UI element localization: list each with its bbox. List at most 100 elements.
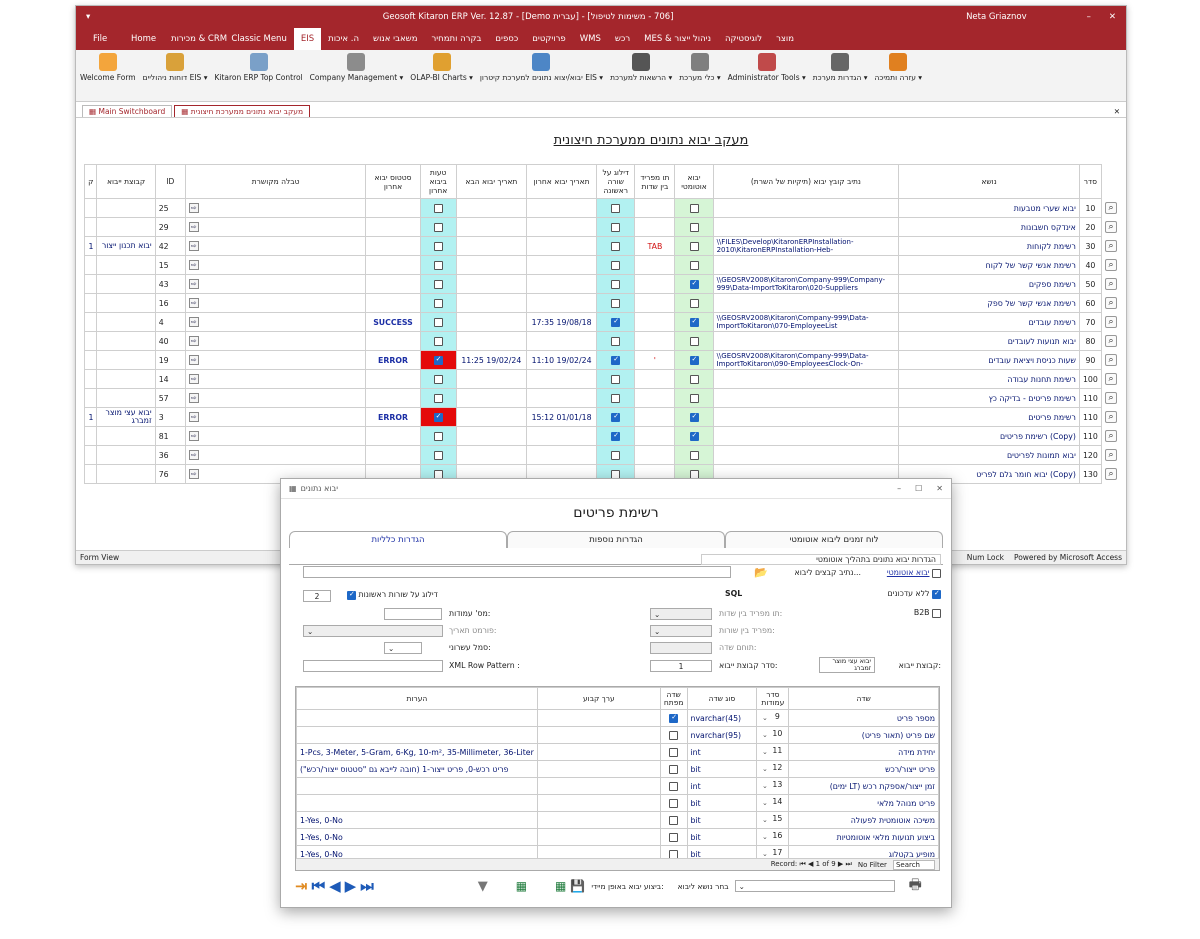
menu-eis[interactable]: EIS [293,28,322,50]
field-cell[interactable]: מספר פריט [788,709,939,727]
menu-logistics[interactable]: לוגיסטיקה [724,34,763,44]
order-cell[interactable]: 13 ⌄ [756,777,790,795]
auto-cell[interactable] [674,426,714,446]
list-item[interactable]: יחידת מידה 11 ⌄ int 1-Pcs, 3-Meter, 5-Gram, … [296,743,939,761]
minimize-icon[interactable]: – [1086,12,1091,22]
search-icon[interactable]: ⌕ [1105,335,1117,347]
table-row[interactable]: ⌕ 110 רשימת פריטים - בדיקה כץ ⇨ 57 [83,388,1121,408]
key-checkbox[interactable] [669,815,679,825]
auto-cell[interactable] [674,407,714,427]
auto-checkbox[interactable] [689,412,699,422]
folder-icon[interactable]: 📂 [754,566,768,579]
table-row[interactable]: ⌕ 30 רשימת לקוחות \\FILES\Develop\KitaronER… [83,236,1121,256]
skip-cell[interactable] [596,255,636,275]
menu-quality[interactable]: ה. איכות [328,34,360,44]
list-item[interactable]: זמן ייצור/אספקת רכש (LT ימים) 13 ⌄ int [296,777,939,795]
field-cell[interactable]: שם פריט (תאור פריט) [788,726,939,744]
err-cell[interactable] [419,445,457,465]
ribbon-button-2[interactable]: Kitaron ERP Top Control [212,53,304,83]
open-table-icon[interactable]: ⇨ [188,298,199,308]
err-cell[interactable] [419,426,457,446]
field-cell[interactable]: ביצוע תנועות מלאי אוטומטיות [788,828,939,846]
key-checkbox[interactable] [669,713,679,723]
group-order-input[interactable]: 1 [650,660,712,672]
const-cell[interactable] [536,743,661,761]
ribbon-button-8[interactable]: Administrator Tools ▾ [726,53,808,83]
auto-checkbox[interactable] [689,241,699,251]
key-cell[interactable] [659,811,688,829]
skip-checkbox[interactable] [611,260,621,270]
ribbon-button-9[interactable]: הגדרות מערכת ▾ [811,53,870,83]
err-checkbox[interactable] [433,450,443,460]
search-icon[interactable]: ⌕ [1105,316,1117,328]
skip-checkbox[interactable] [611,317,621,327]
auto-cell[interactable] [674,217,714,237]
skip-checkbox[interactable] [611,241,621,251]
auto-checkbox[interactable] [689,279,699,289]
table-row[interactable]: ⌕ 120 יבוא תמונות לפריטים ⇨ 36 [83,445,1121,465]
auto-checkbox[interactable] [689,317,699,327]
err-checkbox[interactable] [433,374,443,384]
table-row[interactable]: ⌕ 40 רשימת אנשי קשר של לקוח ⇨ 15 [83,255,1121,275]
field-cell[interactable]: משיכה אוטומטית לפעולה [788,811,939,829]
err-checkbox[interactable] [433,355,443,365]
skip-cell[interactable] [596,445,636,465]
open-table-icon[interactable]: ⇨ [188,336,199,346]
auto-cell[interactable] [674,293,714,313]
last-record-icon[interactable]: ⏭ [360,877,374,895]
key-cell[interactable] [659,794,688,812]
const-cell[interactable] [536,828,661,846]
open-table-icon[interactable]: ⇨ [188,412,199,422]
err-checkbox[interactable] [433,336,443,346]
search-icon[interactable]: ⌕ [1105,449,1117,461]
menu-classic[interactable]: Classic Menu [231,34,287,44]
table-cell[interactable]: ⇨ [184,198,367,218]
table-cell[interactable]: ⇨ [184,255,367,275]
skip-cell[interactable] [596,426,636,446]
open-table-icon[interactable]: ⇨ [188,279,199,289]
auto-checkbox[interactable] [689,393,699,403]
auto-cell[interactable] [674,388,714,408]
skip-cell[interactable] [596,369,636,389]
filter-icon[interactable]: ▼ [477,878,488,894]
table-cell[interactable]: ⇨ [184,407,367,427]
key-cell[interactable] [659,760,688,778]
err-checkbox[interactable] [433,393,443,403]
auto-cell[interactable] [674,274,714,294]
open-table-icon[interactable]: ⇨ [188,222,199,232]
auto-cell[interactable] [674,331,714,351]
menu-crm[interactable]: CRM & מכירות [171,34,228,44]
err-checkbox[interactable] [433,222,443,232]
search-icon[interactable]: ⌕ [1105,259,1117,271]
skip-checkbox[interactable] [611,431,621,441]
err-cell[interactable] [419,369,457,389]
open-table-icon[interactable]: ⇨ [188,393,199,403]
const-cell[interactable] [536,811,661,829]
b2b-checkbox[interactable] [932,608,941,618]
ribbon-button-4[interactable]: OLAP-BI Charts ▾ [408,53,475,83]
skip-cell[interactable] [596,293,636,313]
columns-count-input[interactable] [384,608,442,620]
list-item[interactable]: משיכה אוטומטית לפעולה 15 ⌄ bit 1-Yes, 0-No [296,811,939,829]
col-sep-select[interactable]: ⌄ [650,625,712,637]
tab-main-switchboard[interactable]: ▦ Main Switchboard [82,105,173,117]
menu-purchase[interactable]: רכש [614,34,631,44]
chevron-down-icon[interactable]: ⌄ [761,714,768,722]
order-cell[interactable]: 15 ⌄ [756,811,790,829]
auto-checkbox[interactable] [689,355,699,365]
field-sep-select[interactable]: ⌄ [650,608,712,620]
open-table-icon[interactable]: ⇨ [188,260,199,270]
open-table-icon[interactable]: ⇨ [188,450,199,460]
err-checkbox[interactable] [433,317,443,327]
skip-first-checkbox[interactable] [347,590,356,600]
skip-cell[interactable] [596,198,636,218]
close-icon[interactable]: ✕ [1108,12,1116,22]
list-item[interactable]: פריט ייצור/רכש 12 ⌄ bit פריט רכש-0, פריט ייצ… [296,760,939,778]
skip-cell[interactable] [596,236,636,256]
search-icon[interactable]: ⌕ [1105,297,1117,309]
auto-checkbox[interactable] [689,203,699,213]
key-cell[interactable] [659,709,688,727]
table-cell[interactable]: ⇨ [184,388,367,408]
const-cell[interactable] [536,777,661,795]
dialog-maximize-icon[interactable]: ☐ [915,484,923,493]
